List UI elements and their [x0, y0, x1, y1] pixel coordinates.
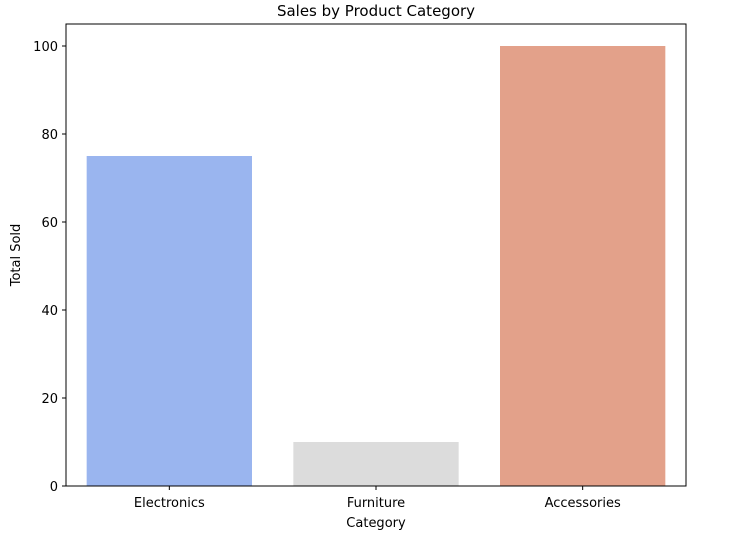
x-tick-label: Furniture — [347, 496, 405, 511]
x-axis: Electronics Furniture Accessories — [134, 486, 621, 511]
y-tick-label: 100 — [33, 40, 58, 55]
chart-title: Sales by Product Category — [277, 2, 475, 20]
y-tick-label: 60 — [41, 216, 58, 231]
plot-frame — [65, 23, 687, 487]
y-tick-label: 80 — [41, 128, 58, 143]
y-axis: 0 20 40 60 80 100 — [33, 40, 66, 495]
y-tick-label: 20 — [41, 392, 58, 407]
y-axis-label: Total Sold — [9, 224, 24, 288]
x-tick-label: Accessories — [545, 496, 621, 511]
x-axis-label: Category — [346, 516, 406, 531]
bar-electronics — [86, 156, 253, 486]
y-tick-label: 40 — [41, 304, 58, 319]
x-tick-label: Electronics — [134, 496, 205, 511]
y-tick-label: 0 — [50, 480, 58, 495]
bar-furniture — [293, 442, 459, 486]
bar-accessories — [500, 46, 666, 486]
bars-group — [86, 46, 666, 486]
